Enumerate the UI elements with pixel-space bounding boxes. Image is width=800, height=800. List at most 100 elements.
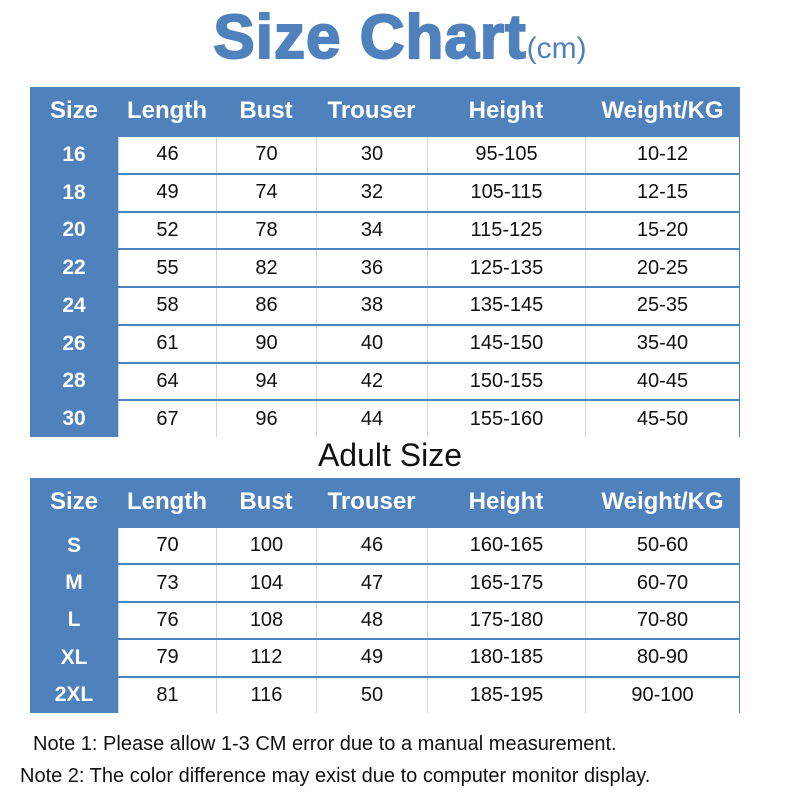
table-cell: 47 — [316, 565, 427, 601]
table-cell: 74 — [216, 174, 316, 211]
table-row: 28 64 94 42 150-155 40-45 — [30, 361, 740, 400]
table-row: S 70 100 46 160-165 50-60 — [30, 526, 740, 564]
table-row: 30 67 96 44 155-160 45-50 — [30, 399, 740, 437]
size-label: 20 — [62, 218, 86, 242]
table-cell: 135-145 — [427, 288, 585, 324]
table-cell: 30 — [316, 137, 427, 173]
table-cell: 46 — [118, 137, 216, 173]
table-cell: 73 — [118, 565, 216, 601]
note-2: Note 2: The color difference may exist d… — [20, 765, 651, 787]
page-title: Size Chart(cm) — [0, 2, 800, 73]
size-label: 24 — [62, 293, 86, 317]
table-cell: 49 — [316, 640, 427, 676]
table-row: 20 52 78 34 115-125 15-20 — [30, 210, 740, 249]
table-cell: 86 — [216, 288, 316, 324]
table-cell: 76 — [118, 602, 216, 639]
size-label: 26 — [62, 331, 86, 355]
table-cell: 35-40 — [585, 325, 739, 362]
size-label: S — [66, 533, 81, 557]
title-main: Size Chart — [212, 2, 527, 73]
table-row: 16 46 70 30 95-105 10-12 — [30, 135, 740, 173]
table-cell: 112 — [216, 640, 316, 676]
table-cell: 55 — [118, 250, 216, 286]
note-1: Note 1: Please allow 1-3 CM error due to… — [33, 733, 617, 755]
table-cell: 50 — [316, 677, 427, 713]
table-cell: 185-195 — [427, 677, 585, 713]
table-cell: 90-100 — [585, 677, 739, 713]
table-cell: 155-160 — [427, 401, 585, 437]
table-cell: 64 — [118, 363, 216, 400]
column-header: Trouser — [327, 488, 416, 515]
size-label: 28 — [62, 369, 86, 393]
title-unit: (cm) — [526, 32, 587, 65]
table-cell: 100 — [216, 528, 316, 564]
table-cell: 45-50 — [585, 401, 739, 437]
table-cell: 160-165 — [427, 528, 585, 564]
table-cell: 49 — [118, 174, 216, 211]
table-cell: 150-155 — [427, 363, 585, 400]
table-cell: 95-105 — [427, 137, 585, 173]
table-cell: 108 — [216, 602, 316, 639]
header-row: Size Length Bust Trouser Height Weight/KG — [30, 478, 740, 526]
size-label: M — [65, 571, 83, 595]
column-header: Height — [468, 97, 544, 124]
table-row: 26 61 90 40 145-150 35-40 — [30, 323, 740, 362]
kids-size-table: Size Length Bust Trouser Height Weight/KG 16 46… — [30, 87, 740, 437]
table-cell: 145-150 — [427, 325, 585, 362]
table-cell: 96 — [216, 401, 316, 437]
table-cell: 70 — [216, 137, 316, 173]
table-cell: 40-45 — [585, 363, 739, 400]
column-header: Bust — [239, 488, 293, 515]
table-row: M 73 104 47 165-175 60-70 — [30, 563, 740, 601]
table-row: 18 49 74 32 105-115 12-15 — [30, 172, 740, 211]
table-cell: 36 — [316, 250, 427, 286]
table-cell: 20-25 — [585, 250, 739, 286]
table-cell: 61 — [118, 325, 216, 362]
table-row: 22 55 82 36 125-135 20-25 — [30, 248, 740, 286]
table-cell: 165-175 — [427, 565, 585, 601]
table-cell: 104 — [216, 565, 316, 601]
table-cell: 44 — [316, 401, 427, 437]
column-header: Weight/KG — [601, 488, 724, 515]
column-header: Size — [49, 488, 99, 515]
column-header: Weight/KG — [601, 97, 724, 124]
table-cell: 40 — [316, 325, 427, 362]
header-row: Size Length Bust Trouser Height Weight/KG — [30, 87, 740, 135]
table-row: 24 58 86 38 135-145 25-35 — [30, 286, 740, 324]
table-cell: 94 — [216, 363, 316, 400]
table-cell: 175-180 — [427, 602, 585, 639]
table-cell: 70 — [118, 528, 216, 564]
table-cell: 82 — [216, 250, 316, 286]
table-cell: 90 — [216, 325, 316, 362]
table-row: L 76 108 48 175-180 70-80 — [30, 600, 740, 639]
table-cell: 48 — [316, 602, 427, 639]
table-cell: 32 — [316, 174, 427, 211]
table-row: 2XL 81 116 50 185-195 90-100 — [30, 675, 740, 713]
size-label: XL — [60, 645, 88, 669]
table-cell: 116 — [216, 677, 316, 713]
table-cell: 10-12 — [585, 137, 739, 173]
table-cell: 105-115 — [427, 174, 585, 211]
table-cell: 15-20 — [585, 212, 739, 249]
column-header: Trouser — [327, 97, 416, 124]
table-cell: 78 — [216, 212, 316, 249]
column-header: Length — [127, 97, 207, 124]
column-header: Length — [127, 488, 207, 515]
size-label: 22 — [62, 256, 86, 280]
adult-size-table: Size Length Bust Trouser Height Weight/KG S 70 1… — [30, 478, 740, 713]
size-label: 16 — [62, 142, 86, 166]
table-cell: 115-125 — [427, 212, 585, 249]
table-cell: 180-185 — [427, 640, 585, 676]
size-label: L — [67, 608, 81, 632]
column-header: Size — [49, 97, 99, 124]
size-label: 30 — [62, 407, 86, 431]
table-cell: 42 — [316, 363, 427, 400]
table-cell: 50-60 — [585, 528, 739, 564]
size-label: 18 — [62, 180, 86, 204]
table-cell: 81 — [118, 677, 216, 713]
table-cell: 79 — [118, 640, 216, 676]
column-header: Bust — [239, 97, 293, 124]
adult-size-heading: Adult Size — [317, 437, 463, 473]
table-cell: 67 — [118, 401, 216, 437]
size-label: 2XL — [54, 683, 94, 707]
